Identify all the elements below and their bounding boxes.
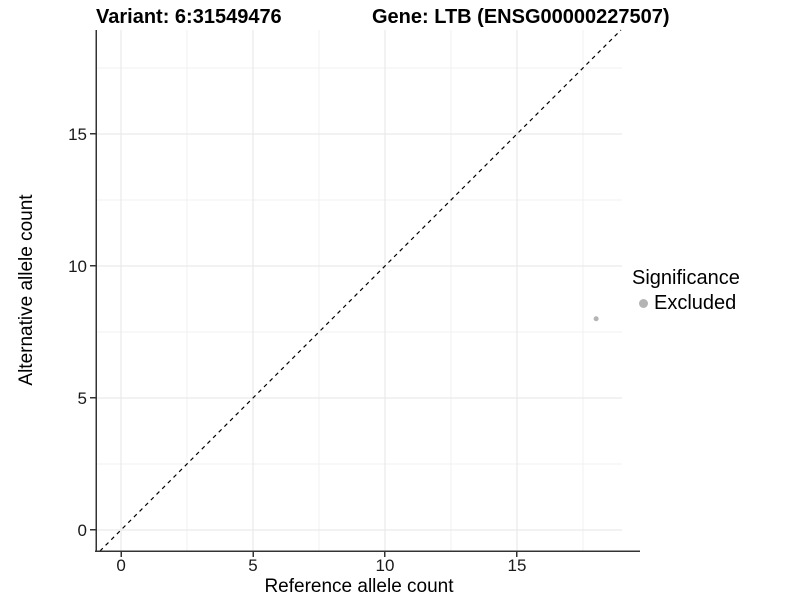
legend: Significance Excluded bbox=[632, 266, 740, 315]
y-tick-label: 15 bbox=[68, 125, 87, 144]
x-tick-label: 5 bbox=[248, 556, 257, 575]
x-axis-title: Reference allele count bbox=[264, 576, 454, 597]
variant-title: Variant: 6:31549476 bbox=[96, 6, 282, 28]
legend-title: Significance bbox=[632, 267, 740, 289]
x-tick-label: 10 bbox=[376, 556, 395, 575]
legend-item-excluded: Excluded bbox=[632, 292, 740, 315]
y-tick-label: 10 bbox=[68, 257, 87, 276]
y-axis-title: Alternative allele count bbox=[16, 194, 37, 386]
identity-dashed-line bbox=[99, 29, 622, 552]
gene-title: Gene: LTB (ENSG00000227507) bbox=[372, 6, 670, 28]
legend-item-label: Excluded bbox=[654, 292, 737, 314]
x-tick-label: 0 bbox=[116, 556, 125, 575]
y-tick-label: 0 bbox=[78, 521, 87, 540]
data-point bbox=[593, 316, 599, 322]
x-tick-label: 15 bbox=[507, 556, 526, 575]
excluded-marker-icon bbox=[639, 299, 648, 308]
y-tick-label: 5 bbox=[78, 389, 87, 408]
